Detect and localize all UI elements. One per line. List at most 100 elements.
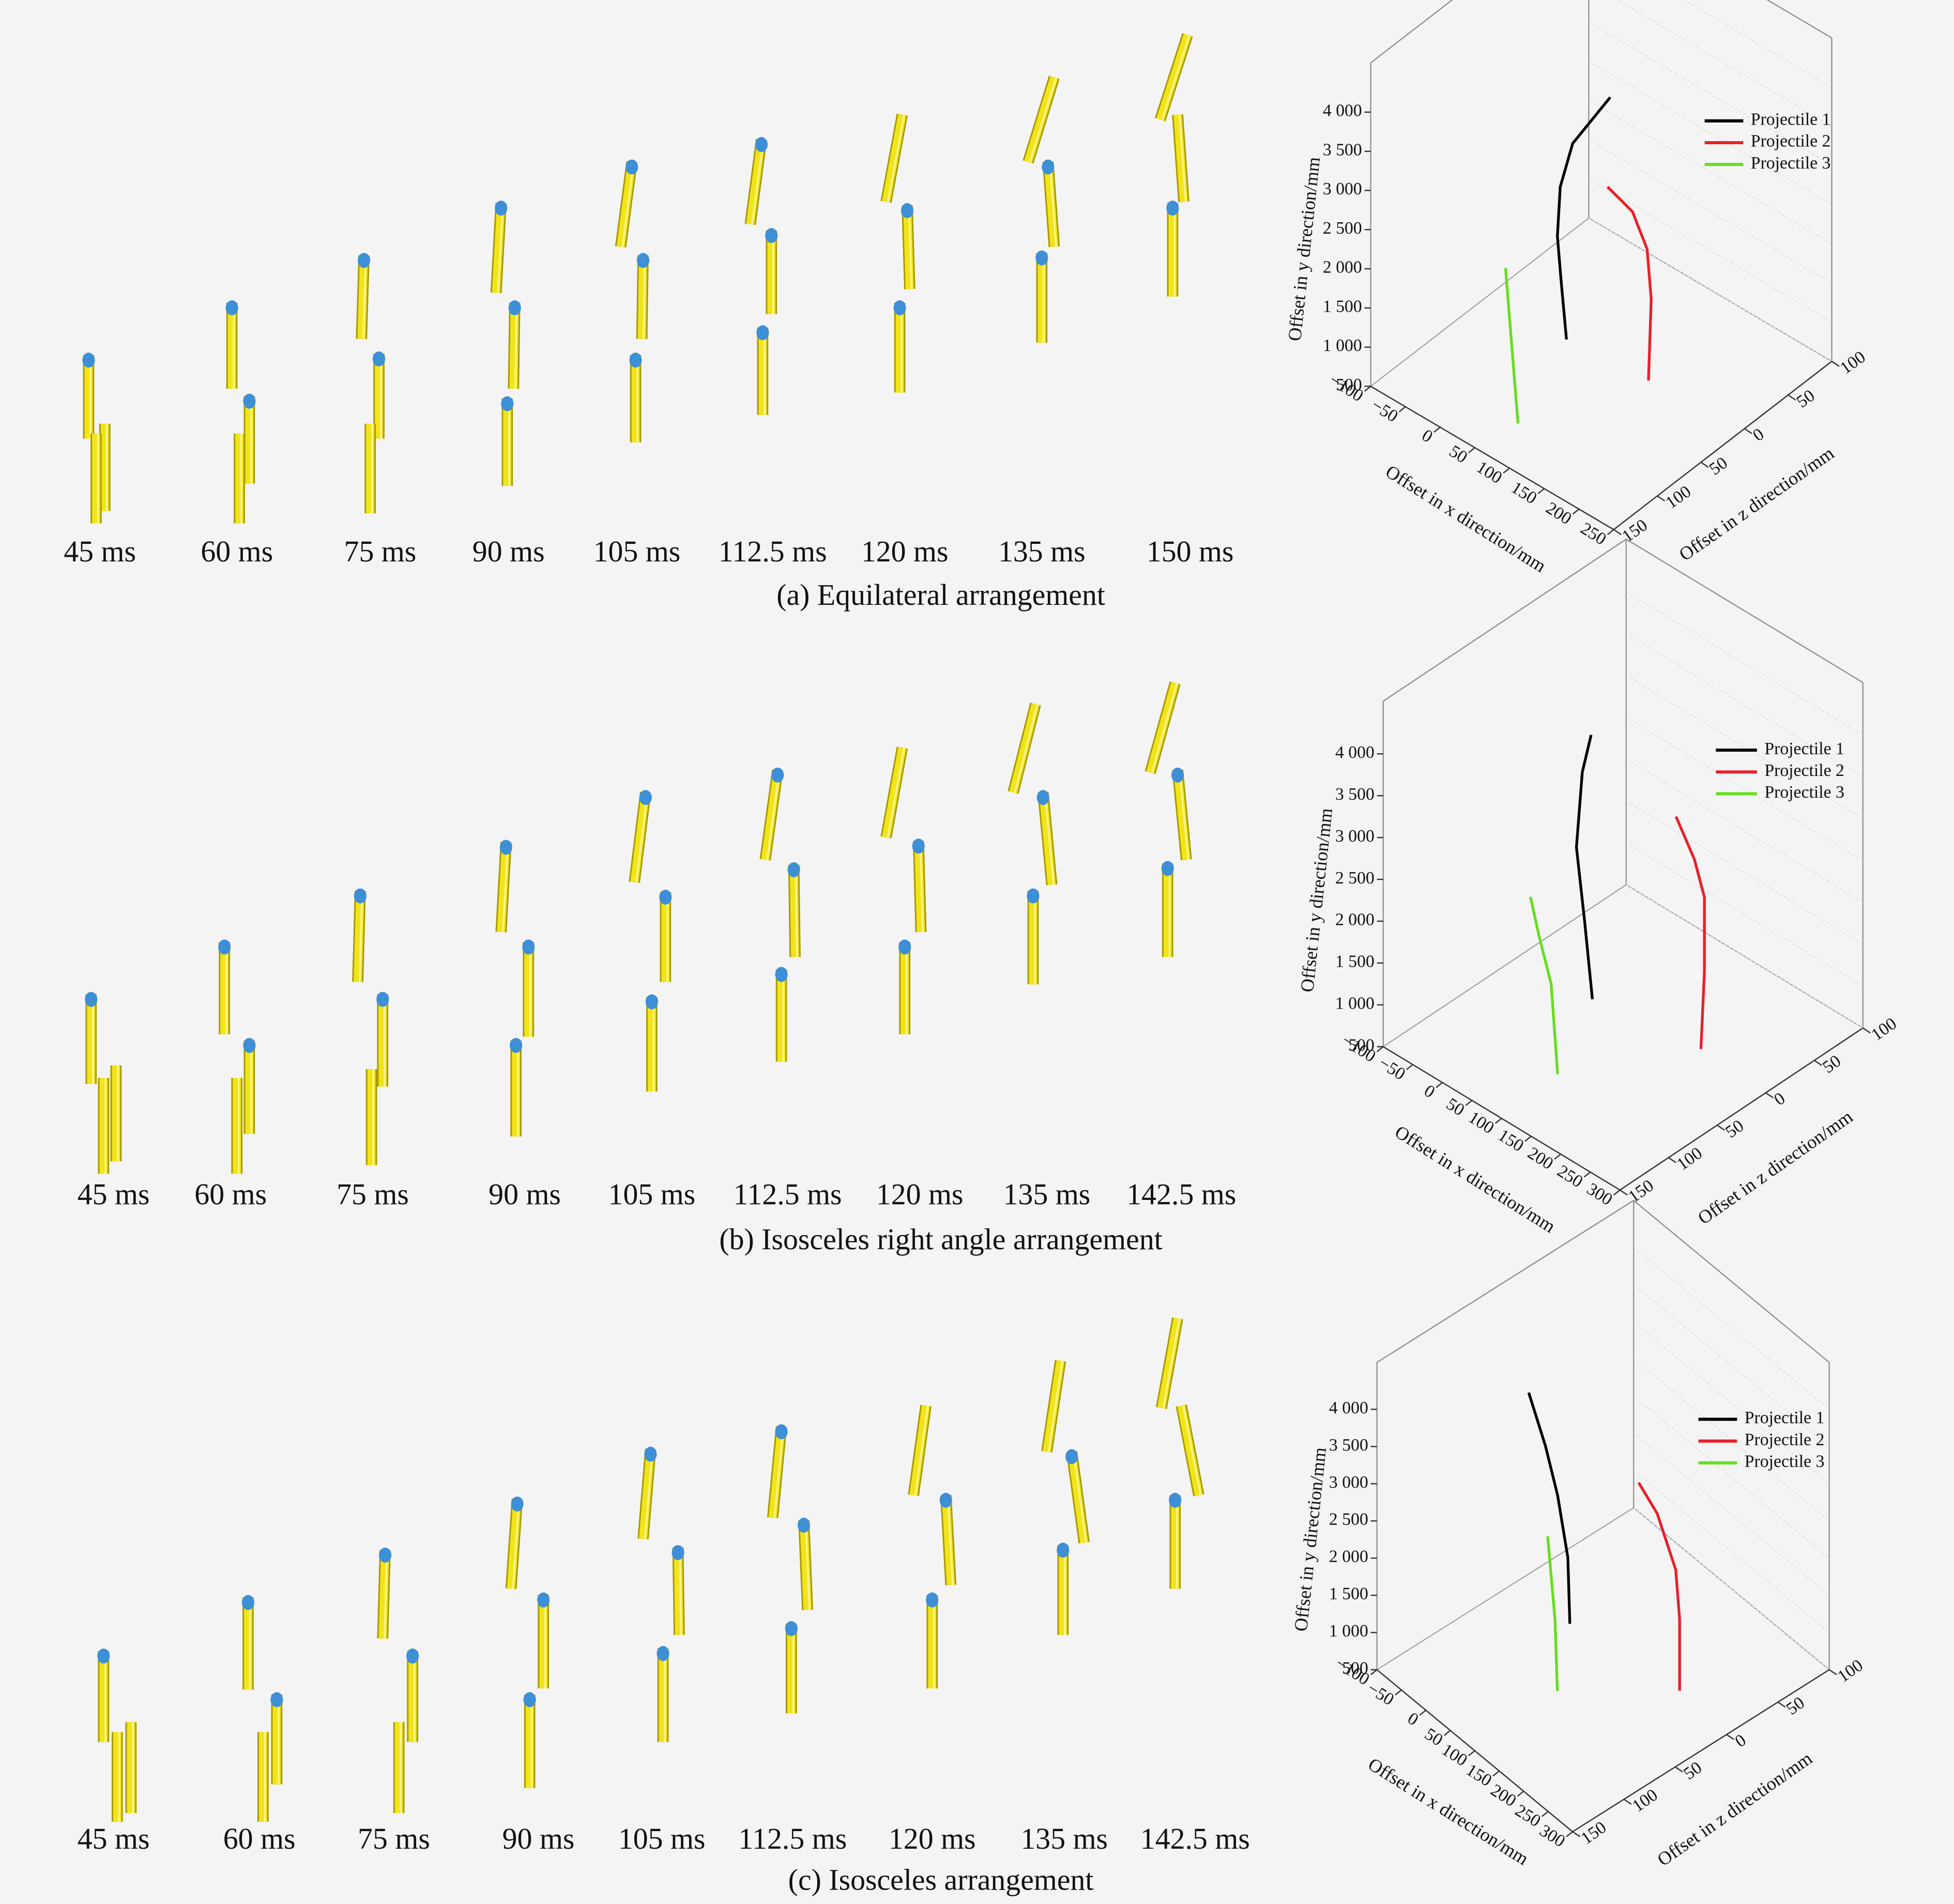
y-tick-label: 1 500 — [1323, 297, 1362, 316]
box-edge — [1370, 218, 1590, 387]
x-tick — [1524, 1135, 1532, 1142]
rod-highlight — [908, 205, 913, 290]
grid-line — [1633, 1396, 1830, 1559]
rod — [800, 1520, 812, 1610]
rod-tip — [379, 1547, 392, 1563]
time-label: 120 ms — [889, 1822, 976, 1855]
rod-highlight — [635, 792, 649, 882]
x-tick — [1468, 447, 1475, 453]
box-edge — [1633, 1200, 1830, 1363]
rod-highlight — [914, 1405, 929, 1496]
y-tick-label: 500 — [1336, 375, 1362, 394]
x-tick — [1517, 1790, 1524, 1797]
legend-label: Projectile 1 — [1751, 110, 1831, 129]
x-tick — [1406, 1064, 1413, 1070]
y-tick-label: 2 500 — [1323, 219, 1362, 238]
x-tick — [1492, 1770, 1500, 1777]
y-tick-label: 2 000 — [1323, 258, 1362, 277]
rod-tip — [270, 1692, 283, 1708]
rod-highlight — [795, 864, 798, 957]
rod-tip — [85, 992, 98, 1007]
rod — [914, 841, 925, 933]
rod-tip — [537, 1592, 550, 1608]
rod — [882, 114, 907, 203]
rod-highlight — [1029, 77, 1057, 162]
z-tick — [1829, 1669, 1837, 1675]
x-tick — [1572, 508, 1580, 515]
legend-label: Projectile 3 — [1751, 154, 1831, 173]
rod-highlight — [502, 842, 509, 933]
rod-tip — [657, 1646, 669, 1661]
time-label: 135 ms — [1020, 1822, 1108, 1855]
rod — [674, 1547, 683, 1635]
time-label: 90 ms — [502, 1822, 575, 1855]
rod-tip — [644, 1446, 657, 1462]
z-tick — [1572, 1831, 1581, 1837]
rod — [903, 205, 914, 290]
trajectory — [1546, 1536, 1559, 1692]
time-label: 120 ms — [861, 535, 949, 568]
grid-line — [1633, 1284, 1830, 1447]
y-tick-label: 3 000 — [1323, 179, 1362, 199]
time-label: 120 ms — [876, 1178, 964, 1211]
z-tick — [1777, 1701, 1786, 1708]
legend-label: Projectile 2 — [1751, 132, 1831, 151]
x-tick — [1436, 1082, 1443, 1088]
x-tick — [1494, 1118, 1502, 1124]
rod-tip — [243, 393, 256, 409]
rod — [1024, 76, 1058, 163]
y-tick-label: 500 — [1342, 1659, 1368, 1678]
time-label: 135 ms — [1003, 1178, 1091, 1211]
rod-tip — [354, 888, 367, 904]
rod-tip — [241, 1595, 255, 1610]
grid-line — [1626, 842, 1864, 987]
grid-line — [1633, 1247, 1830, 1410]
legend-label: Projectile 1 — [1764, 739, 1844, 758]
rod-highlight — [751, 139, 765, 225]
rod — [1177, 1405, 1203, 1496]
x-tick — [1537, 488, 1545, 494]
time-label: 45 ms — [78, 1822, 150, 1855]
rod — [746, 139, 766, 225]
grid-line — [1633, 1433, 1830, 1596]
rod — [882, 747, 907, 839]
rod-tip — [671, 1545, 684, 1560]
y-tick-label: 2 500 — [1335, 869, 1375, 888]
x-tick — [1376, 1046, 1384, 1053]
rod-tip — [893, 300, 906, 315]
rod-highlight — [887, 747, 905, 838]
grid-line — [1626, 758, 1864, 903]
z-tick — [1744, 428, 1752, 434]
rod — [354, 891, 364, 982]
rod — [761, 769, 782, 861]
grid-line — [1589, 100, 1832, 245]
y-tick-label: 1 500 — [1335, 952, 1375, 971]
rod-highlight — [1161, 34, 1190, 120]
rod-highlight — [362, 255, 367, 339]
rod-highlight — [804, 1520, 811, 1610]
legend-label: Projectile 3 — [1764, 783, 1844, 802]
z-tick — [1623, 1799, 1632, 1805]
rod-tip — [1065, 1449, 1078, 1465]
rod-tip — [1171, 767, 1184, 783]
rod-highlight — [887, 114, 905, 202]
rod — [378, 1550, 389, 1639]
z-axis — [1572, 1669, 1830, 1833]
rod-highlight — [919, 841, 924, 932]
rod-tip — [898, 939, 911, 955]
time-label: 150 ms — [1147, 535, 1234, 568]
rod-tip — [912, 839, 925, 854]
rod-highlight — [384, 1550, 388, 1639]
rod-highlight — [679, 1547, 682, 1635]
time-label: 105 ms — [608, 1178, 696, 1211]
z-tick — [1620, 1189, 1628, 1196]
rod-tip — [218, 939, 231, 955]
rod-highlight — [1151, 682, 1178, 773]
rod-tip — [1035, 250, 1048, 266]
box-edge — [1383, 539, 1627, 702]
rod-highlight — [773, 1426, 784, 1518]
rod-highlight — [1182, 1405, 1202, 1496]
rod-highlight — [1044, 792, 1055, 885]
x-tick — [1433, 427, 1441, 433]
box-edge — [1383, 884, 1627, 1047]
